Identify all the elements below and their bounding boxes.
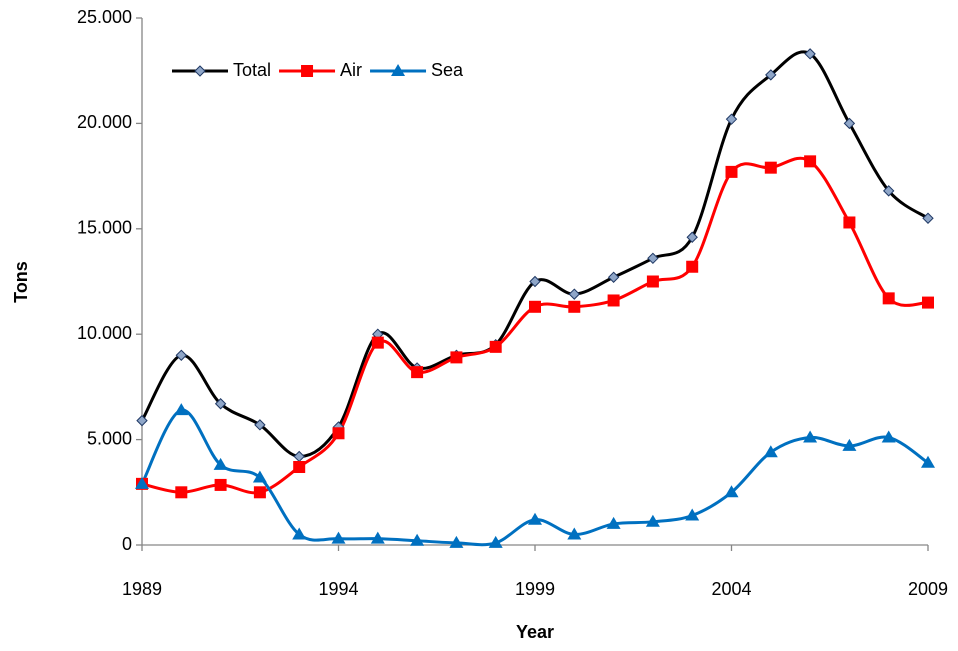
x-tick-label: 1999	[515, 579, 555, 599]
marker	[411, 366, 424, 379]
marker	[647, 252, 659, 265]
marker	[410, 533, 425, 546]
marker	[370, 531, 385, 544]
marker	[301, 65, 314, 77]
marker	[882, 185, 895, 197]
marker	[253, 486, 266, 499]
marker	[293, 461, 306, 474]
marker	[292, 527, 307, 540]
marker	[922, 296, 934, 309]
marker	[252, 470, 267, 483]
marker	[175, 349, 188, 361]
marker	[136, 414, 148, 427]
marker	[922, 212, 934, 224]
x-axis-title: Year	[516, 622, 554, 642]
marker	[175, 486, 188, 499]
y-tick-label: 25.000	[77, 7, 132, 27]
marker	[529, 275, 541, 288]
marker	[568, 288, 581, 300]
y-tick-label: 0	[122, 534, 132, 554]
marker	[843, 117, 856, 130]
marker	[174, 403, 189, 416]
y-tick-label: 20.000	[77, 112, 132, 132]
marker	[607, 294, 620, 307]
marker	[843, 216, 856, 229]
marker	[214, 398, 227, 410]
legend-label: Total	[233, 60, 271, 80]
marker	[686, 231, 698, 243]
marker	[607, 271, 620, 283]
marker	[606, 516, 621, 529]
x-tick-label: 2004	[711, 579, 751, 599]
marker	[450, 351, 463, 364]
y-tick-label: 15.000	[77, 218, 132, 238]
legend-label: Sea	[431, 60, 464, 80]
marker	[488, 535, 503, 548]
marker	[214, 478, 227, 491]
marker	[724, 485, 739, 498]
marker	[489, 340, 502, 353]
x-tick-label: 1989	[122, 579, 162, 599]
marker	[686, 260, 699, 273]
marker	[332, 427, 345, 440]
marker	[803, 430, 818, 443]
marker	[804, 48, 816, 60]
marker	[568, 300, 581, 313]
marker	[725, 113, 738, 125]
series-line	[141, 156, 929, 495]
marker	[765, 69, 777, 81]
x-tick-label: 2009	[908, 579, 948, 599]
y-tick-label: 5.000	[87, 428, 132, 448]
marker	[528, 512, 542, 525]
marker	[842, 438, 857, 451]
marker	[449, 535, 464, 548]
marker	[764, 161, 777, 174]
marker	[331, 531, 346, 544]
marker	[881, 430, 896, 443]
marker	[804, 155, 817, 168]
marker	[882, 292, 895, 305]
marker	[725, 165, 738, 178]
y-axis-title: Tons	[11, 261, 31, 303]
series-line	[140, 50, 929, 458]
marker	[567, 527, 582, 540]
marker	[763, 445, 778, 458]
marker	[254, 419, 266, 431]
y-tick-label: 10.000	[77, 323, 132, 343]
legend-label: Air	[340, 60, 362, 80]
marker	[371, 336, 384, 349]
marker	[293, 450, 305, 463]
x-tick-label: 1994	[318, 579, 358, 599]
marker	[921, 455, 935, 468]
marker	[194, 65, 206, 77]
marker	[213, 457, 228, 470]
marker	[685, 508, 700, 521]
marker	[529, 300, 541, 313]
marker	[646, 275, 659, 288]
marker	[645, 514, 660, 527]
marker	[391, 64, 406, 76]
marker	[135, 476, 149, 489]
